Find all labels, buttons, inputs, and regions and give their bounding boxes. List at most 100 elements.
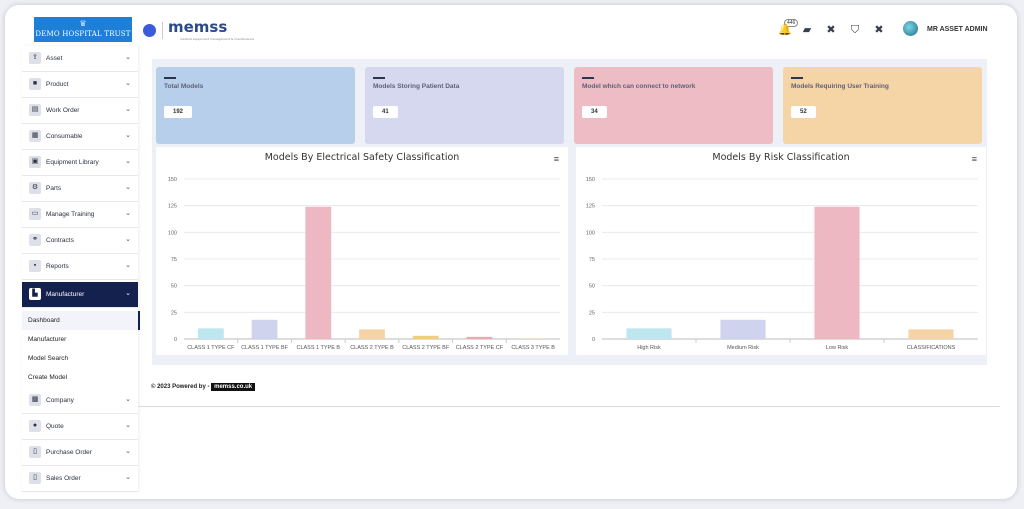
avatar[interactable]: [903, 21, 918, 36]
bar[interactable]: [908, 329, 954, 339]
hamburger-menu-icon[interactable]: ≡: [553, 154, 559, 164]
footer: © 2023 Powered by - memss.co.uk: [151, 383, 256, 391]
card-value: 192: [164, 106, 193, 118]
sidebar-item-label: Manage Training: [46, 211, 95, 218]
sidebar-item-label: Parts: [46, 185, 62, 192]
footer-link[interactable]: memss.co.uk: [211, 383, 256, 391]
bar[interactable]: [720, 319, 766, 339]
footer-divider: [138, 406, 1000, 407]
submenu-item-dashboard[interactable]: Dashboard: [22, 311, 140, 330]
card-value: 41: [373, 106, 398, 118]
chevron-down-icon: ⌄: [125, 396, 131, 403]
hamburger-menu-icon[interactable]: ≡: [971, 154, 977, 164]
submenu-label: Manufacturer: [28, 336, 67, 343]
electrical-safety-chart: Models By Electrical Safety Classificati…: [156, 147, 568, 355]
stat-card-patient-data[interactable]: Models Storing Patient Data 41: [365, 67, 564, 144]
sidebar-item-label: Asset: [46, 55, 63, 62]
submenu-item-model-search[interactable]: Model Search: [22, 349, 138, 368]
bar[interactable]: [626, 328, 672, 339]
hospital-logo[interactable]: ♛ DEMO HOSPITAL TRUST: [34, 17, 132, 42]
sidebar-item-contracts[interactable]: ⚭ Contracts ⌄: [22, 228, 138, 254]
upload-box-icon: ⇪: [29, 52, 41, 64]
bar[interactable]: [814, 206, 860, 339]
sidebar-item-label: Purchase Order: [46, 449, 92, 456]
y-tick-label: 125: [586, 204, 595, 210]
y-tick-label: 75: [171, 257, 177, 263]
chevron-down-icon: ⌄: [125, 158, 131, 165]
sidebar-item-label: Contracts: [46, 237, 74, 244]
y-tick-label: 50: [171, 284, 177, 290]
card-accent: [582, 77, 594, 79]
y-tick-label: 50: [589, 284, 595, 290]
purchase-order-icon: ▯: [29, 446, 41, 458]
bar[interactable]: [466, 336, 493, 339]
clipboard-icon: ▤: [29, 104, 41, 116]
x-tick-label: High Risk: [637, 345, 661, 351]
sidebar-item-parts[interactable]: ⚙ Parts ⌄: [22, 176, 138, 202]
submenu-item-manufacturer[interactable]: Manufacturer: [22, 330, 138, 349]
x-tick-label: Medium Risk: [727, 345, 759, 351]
stat-card-network[interactable]: Model which can connect to network 34: [574, 67, 773, 144]
crest-icon: ♛: [79, 19, 87, 28]
quote-icon: ●: [29, 420, 41, 432]
tools-icon[interactable]: ✖: [826, 24, 836, 36]
sidebar-item-quote[interactable]: ● Quote ⌄: [22, 414, 138, 440]
shield-icon[interactable]: ⛉: [850, 24, 860, 36]
chevron-down-icon: ⌄: [125, 106, 131, 113]
card-value: 34: [582, 106, 607, 118]
bar[interactable]: [251, 319, 278, 339]
submenu-item-create-model[interactable]: Create Model: [22, 368, 138, 387]
user-name[interactable]: MR ASSET ADMIN: [927, 26, 988, 33]
submenu-label: Model Search: [28, 355, 69, 362]
sidebar-item-asset[interactable]: ⇪ Asset ⌄: [22, 46, 138, 72]
app-window: ♛ DEMO HOSPITAL TRUST memss medical equi…: [5, 5, 1017, 499]
sidebar-item-manage-training[interactable]: ▭ Manage Training ⌄: [22, 202, 138, 228]
bar[interactable]: [359, 329, 385, 339]
risk-classification-chart: Models By Risk Classification 0 25 50 75 100 1…: [576, 147, 986, 355]
menu-toggle-button[interactable]: [143, 24, 156, 37]
sidebar-item-consumable[interactable]: ▦ Consumable ⌄: [22, 124, 138, 150]
sidebar-item-label: Product: [46, 81, 69, 88]
chevron-down-icon: ⌄: [125, 422, 131, 429]
bell-icon[interactable]: 🔔: [778, 24, 792, 36]
sidebar-item-work-order[interactable]: ▤ Work Order ⌄: [22, 98, 138, 124]
report-icon: ▪: [29, 260, 41, 272]
sidebar-item-equipment-library[interactable]: ▣ Equipment Library ⌄: [22, 150, 138, 176]
card-title: Total Models: [164, 83, 204, 90]
bar[interactable]: [197, 328, 224, 339]
bar[interactable]: [520, 337, 547, 339]
sidebar-item-sales-order[interactable]: ▯ Sales Order ⌄: [22, 466, 138, 492]
sidebar-item-manufacturer[interactable]: ▙ Manufacturer ⌄: [22, 282, 138, 308]
notification-count-badge: 446: [784, 19, 799, 27]
x-tick-label: Low Risk: [826, 345, 849, 351]
submenu-label: Create Model: [28, 374, 68, 381]
settings-cross-icon[interactable]: ✖: [874, 24, 884, 36]
card-title: Models Storing Patient Data: [373, 83, 460, 90]
sidebar-item-company[interactable]: ▩ Company ⌄: [22, 388, 138, 414]
dashboard-main: Total Models 192 Models Storing Patient …: [152, 59, 987, 365]
stat-card-user-training[interactable]: Models Requiring User Training 52: [783, 67, 982, 144]
box-icon: ■: [29, 78, 41, 90]
chevron-down-icon: ⌄: [125, 236, 131, 243]
electrical-safety-chart-svg: Models By Electrical Safety Classificati…: [168, 152, 560, 351]
sidebar-item-label: Manufacturer: [46, 291, 85, 298]
sidebar-item-purchase-order[interactable]: ▯ Purchase Order ⌄: [22, 440, 138, 466]
x-tick-label: CLASS 1 TYPE BF: [241, 345, 289, 351]
chevron-down-icon: ⌄: [125, 448, 131, 455]
note-icon[interactable]: ▰: [802, 24, 812, 36]
card-accent: [373, 77, 385, 79]
bar[interactable]: [305, 206, 332, 339]
card-value: 52: [791, 106, 816, 118]
chevron-down-icon: ⌄: [125, 290, 131, 297]
sidebar-item-product[interactable]: ■ Product ⌄: [22, 72, 138, 98]
chevron-down-icon: ⌄: [125, 54, 131, 61]
risk-classification-chart-svg: Models By Risk Classification 0 25 50 75 100 1…: [586, 152, 978, 351]
company-icon: ▩: [29, 394, 41, 406]
chart-title: Models By Electrical Safety Classificati…: [265, 152, 460, 163]
chevron-down-icon: ⌄: [125, 184, 131, 191]
handshake-icon: ⚭: [29, 234, 41, 246]
brand-name: memss: [168, 18, 228, 36]
stat-card-total-models[interactable]: Total Models 192: [156, 67, 355, 144]
sidebar-item-reports[interactable]: ▪ Reports ⌄: [22, 254, 138, 280]
bar[interactable]: [412, 335, 439, 339]
